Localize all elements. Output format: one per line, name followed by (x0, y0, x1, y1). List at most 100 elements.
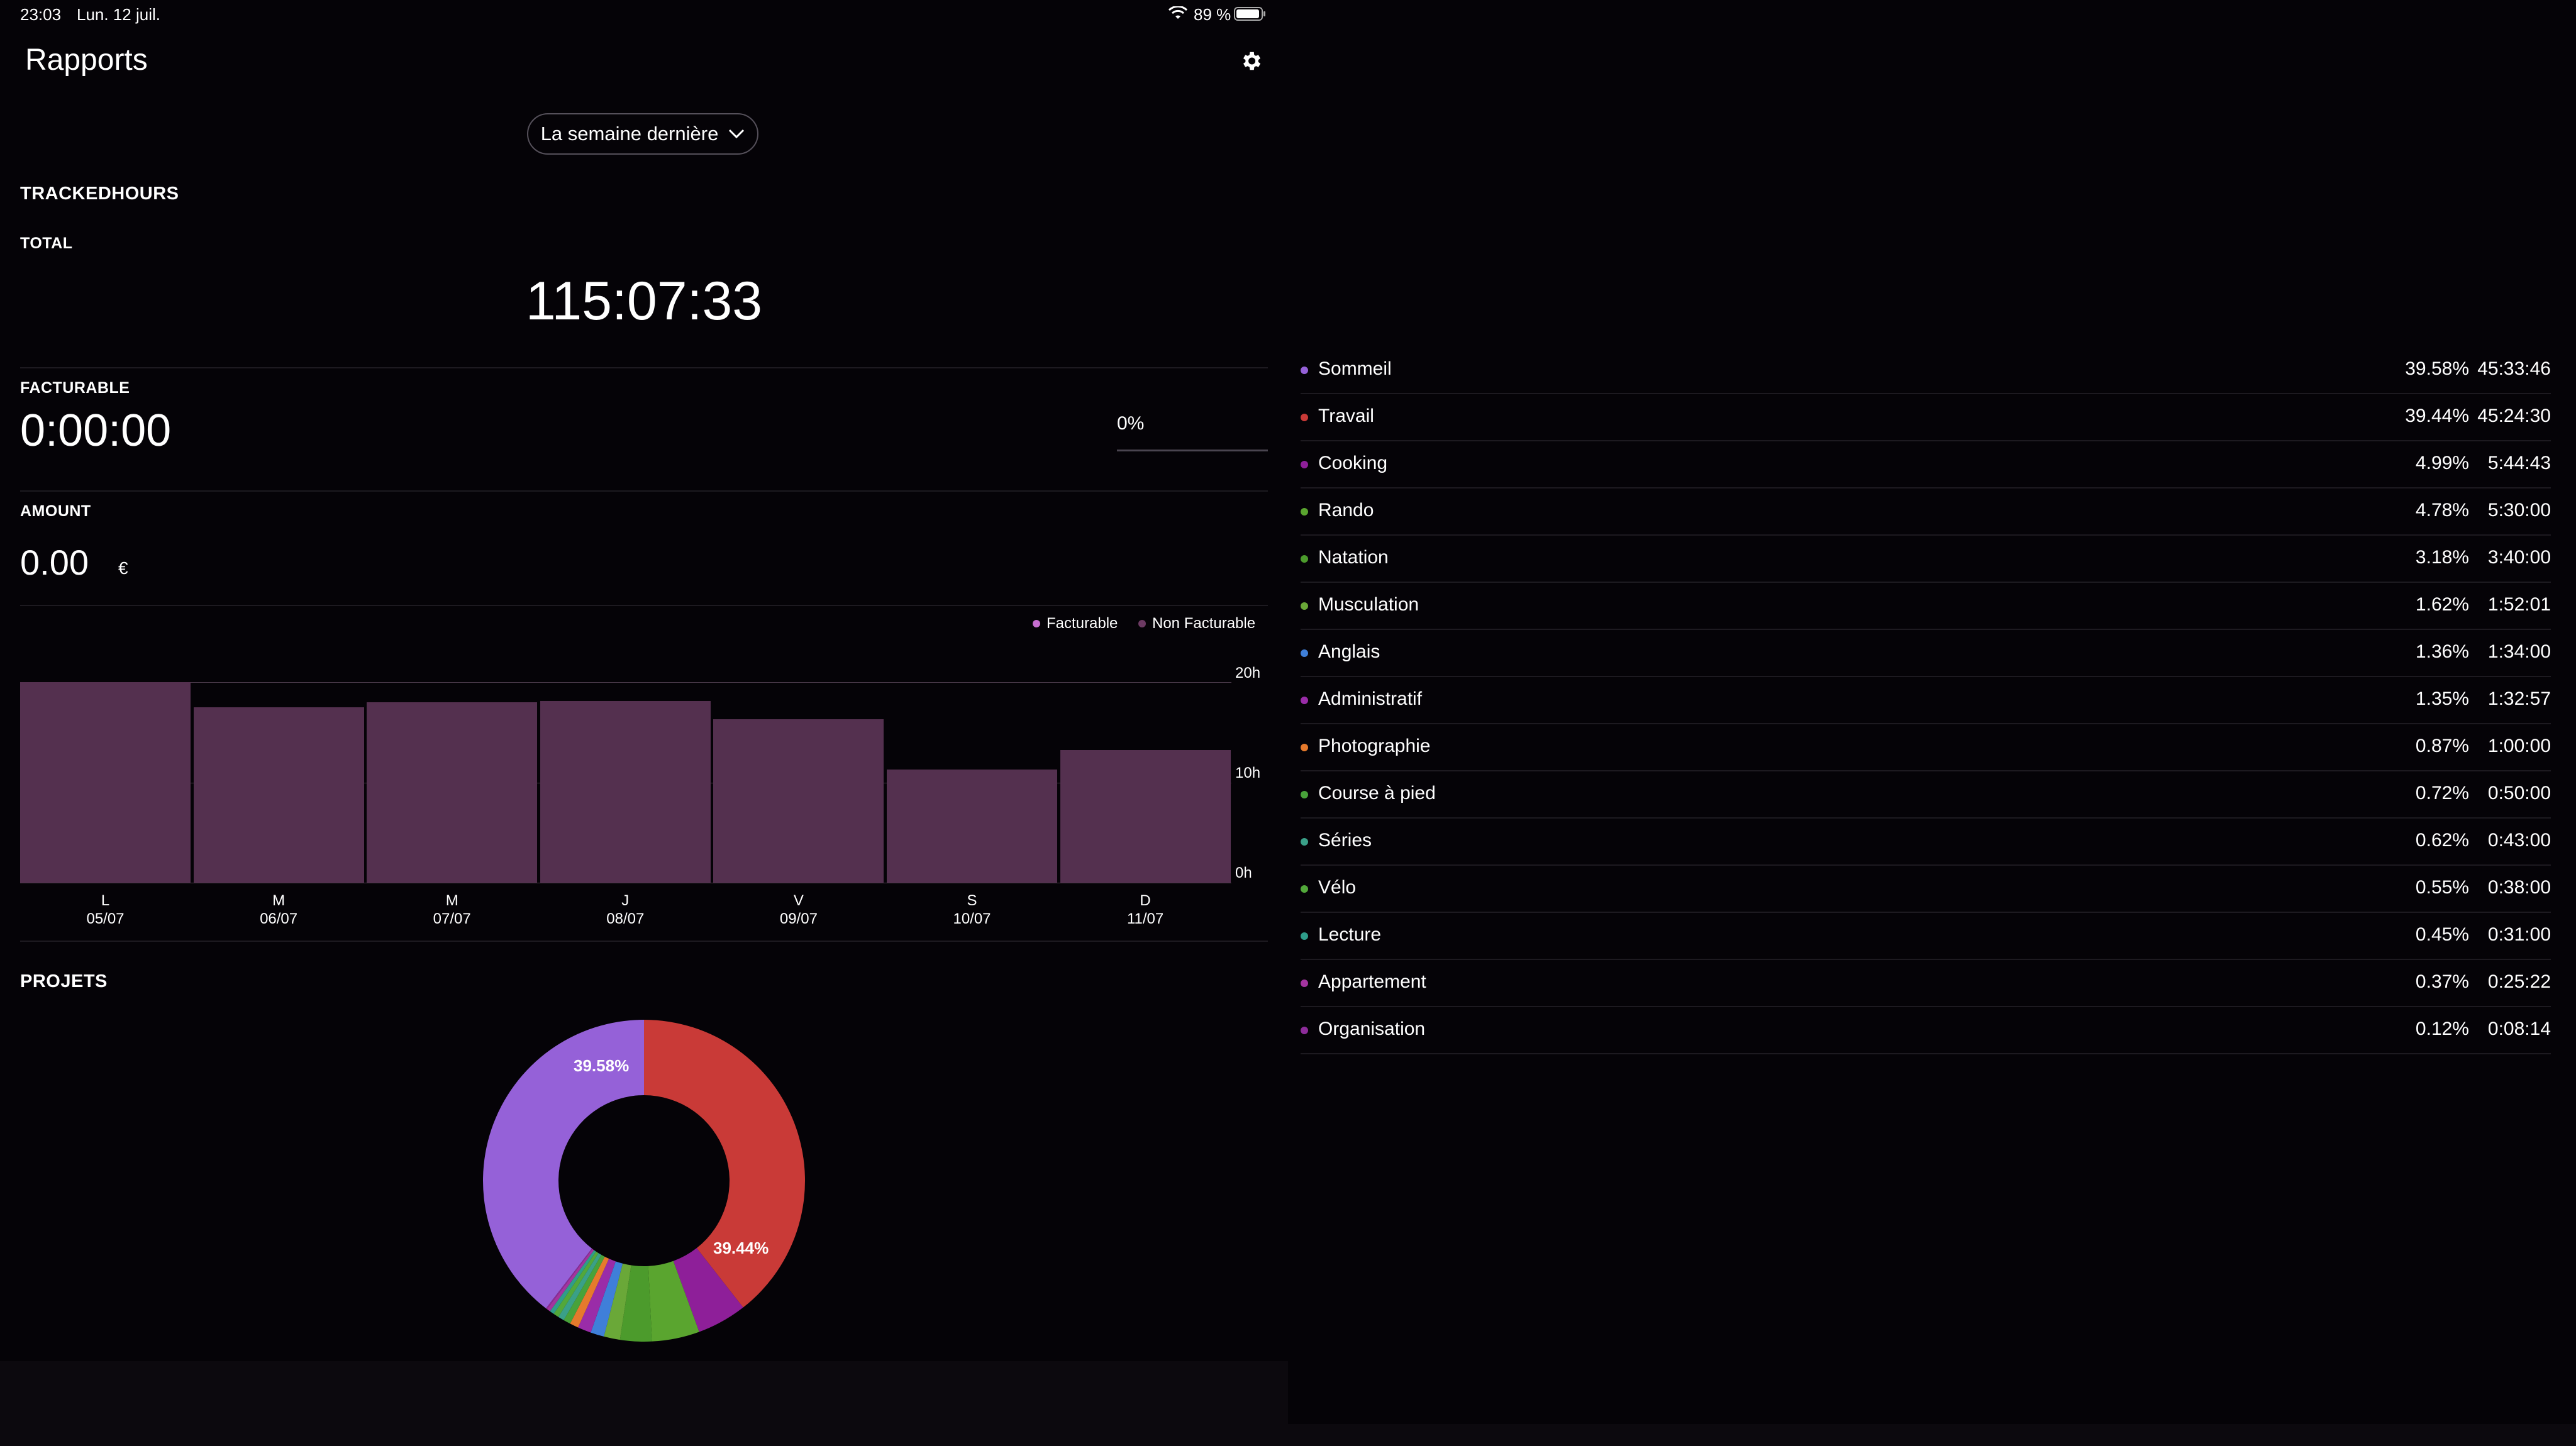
project-percent: 1.62% (2415, 594, 2469, 615)
billable-label: FACTURABLE (20, 379, 130, 397)
legend-facturable: Facturable (1033, 615, 1118, 632)
project-time: 1:52:01 (2487, 594, 2551, 615)
divider (20, 941, 1268, 942)
project-name: Cooking (1318, 453, 1388, 473)
project-row[interactable]: Musculation 1.62% 1:52:01 (1301, 583, 2551, 630)
chart-bar (1060, 750, 1231, 883)
total-value: 115:07:33 (525, 271, 763, 331)
donut-slice (558, 1253, 602, 1320)
x-tick-label: M 07/07 (389, 891, 515, 928)
project-color-dot (1301, 932, 1308, 940)
project-percent: 0.55% (2415, 877, 2469, 898)
donut-slice (483, 1020, 644, 1309)
legend-label: Non Facturable (1152, 615, 1256, 632)
donut-slice (644, 1020, 805, 1308)
divider (20, 490, 1268, 492)
project-row[interactable]: Vélo 0.55% 0:38:00 (1301, 866, 2551, 913)
period-dropdown[interactable]: La semaine dernière (527, 113, 758, 155)
project-color-dot (1301, 367, 1308, 374)
donut-slice (673, 1248, 743, 1332)
project-name: Organisation (1318, 1018, 1426, 1039)
legend-dot (1138, 620, 1146, 627)
project-color-dot (1301, 508, 1308, 516)
divider (20, 367, 1268, 368)
project-percent: 0.45% (2415, 924, 2469, 945)
project-name: Séries (1318, 830, 1372, 851)
x-tick-day: M (445, 892, 458, 909)
project-row[interactable]: Séries 0.62% 0:43:00 (1301, 819, 2551, 866)
battery-percent: 89 % (1194, 5, 1231, 24)
right-top-panel (1288, 0, 2576, 339)
wifi-icon (1169, 6, 1187, 19)
project-row[interactable]: Cooking 4.99% 5:44:43 (1301, 441, 2551, 488)
donut-slice (570, 1256, 609, 1328)
project-row[interactable]: Appartement 0.37% 0:25:22 (1301, 960, 2551, 1007)
project-percent: 39.58% (2405, 358, 2469, 379)
project-time: 3:40:00 (2487, 547, 2551, 568)
project-color-dot (1301, 461, 1308, 468)
status-date: Lun. 12 juil. (77, 5, 160, 24)
projects-heading: PROJETS (20, 971, 108, 991)
x-tick-day: D (1140, 892, 1151, 909)
project-color-dot (1301, 885, 1308, 893)
project-name: Appartement (1318, 971, 1426, 992)
project-time: 1:00:00 (2487, 736, 2551, 756)
project-row[interactable]: Sommeil 39.58% 45:33:46 (1301, 347, 2551, 394)
project-color-dot (1301, 838, 1308, 846)
project-row[interactable]: Course à pied 0.72% 0:50:00 (1301, 771, 2551, 819)
project-percent: 4.78% (2415, 500, 2469, 521)
donut-slice (619, 1265, 652, 1342)
currency-symbol: € (118, 558, 128, 578)
project-color-dot (1301, 649, 1308, 657)
project-row[interactable]: Travail 39.44% 45:24:30 (1301, 394, 2551, 441)
x-tick-label: J 08/07 (562, 891, 688, 928)
project-row[interactable]: Natation 3.18% 3:40:00 (1301, 536, 2551, 583)
project-name: Course à pied (1318, 783, 1436, 803)
project-row[interactable]: Organisation 0.12% 0:08:14 (1301, 1007, 2551, 1054)
project-row[interactable]: Rando 4.78% 5:30:00 (1301, 488, 2551, 536)
billable-percent: 0% (1117, 413, 1145, 434)
project-row[interactable]: Lecture 0.45% 0:31:00 (1301, 913, 2551, 960)
project-row[interactable]: Photographie 0.87% 1:00:00 (1301, 724, 2551, 771)
y-tick: 20h (1235, 665, 1261, 682)
project-row[interactable]: Anglais 1.36% 1:34:00 (1301, 630, 2551, 677)
chart-bar (887, 770, 1057, 883)
chart-bar (367, 702, 538, 883)
project-color-dot (1301, 602, 1308, 610)
project-color-dot (1301, 1027, 1308, 1034)
project-color-dot (1301, 697, 1308, 704)
x-tick-date: 08/07 (606, 910, 645, 927)
project-percent: 0.12% (2415, 1018, 2469, 1039)
x-tick-date: 06/07 (260, 910, 298, 927)
x-tick-date: 10/07 (953, 910, 991, 927)
legend-dot (1033, 620, 1040, 627)
total-label: TOTAL (20, 235, 73, 252)
project-color-dot (1301, 791, 1308, 798)
project-time: 0:38:00 (2487, 877, 2551, 898)
donut-slice (546, 1248, 593, 1310)
project-time: 5:30:00 (2487, 500, 2551, 521)
left-panel (0, 0, 1288, 1361)
donut-slice (550, 1250, 596, 1314)
project-percent: 4.99% (2415, 453, 2469, 473)
project-time: 0:31:00 (2487, 924, 2551, 945)
project-row[interactable]: Administratif 1.35% 1:32:57 (1301, 677, 2551, 724)
donut-slice (547, 1249, 594, 1311)
x-tick-label: S 10/07 (909, 891, 1035, 928)
status-time: 23:03 (20, 5, 62, 24)
gear-icon[interactable] (1239, 49, 1263, 73)
project-name: Musculation (1318, 594, 1419, 615)
x-tick-day: J (621, 892, 630, 909)
legend-non-facturable: Non Facturable (1138, 615, 1255, 632)
chart-bar (20, 682, 191, 883)
x-tick-label: V 09/07 (736, 891, 862, 928)
x-tick-day: L (101, 892, 110, 909)
y-tick: 10h (1235, 764, 1261, 781)
chart-bar (193, 707, 364, 883)
page-title: Rapports (25, 43, 148, 77)
x-tick-date: 09/07 (779, 910, 818, 927)
donut-slice (591, 1261, 623, 1337)
x-tick-label: M 06/07 (216, 891, 341, 928)
amount-label: AMOUNT (20, 502, 91, 520)
project-time: 5:44:43 (2487, 453, 2551, 473)
